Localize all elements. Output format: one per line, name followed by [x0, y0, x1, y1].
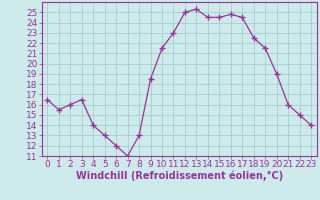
X-axis label: Windchill (Refroidissement éolien,°C): Windchill (Refroidissement éolien,°C): [76, 171, 283, 181]
